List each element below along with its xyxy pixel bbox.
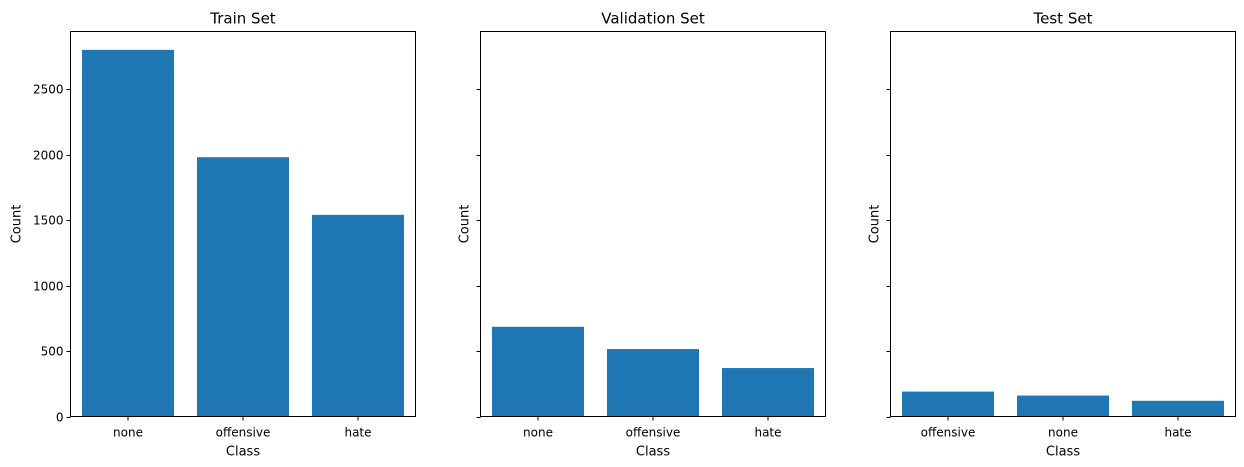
y-tick-label: 2000 [33, 149, 64, 163]
x-tick-label-hate: hate [344, 426, 371, 440]
chart-title: Test Set [1033, 10, 1093, 28]
y-tick-label: 500 [41, 345, 64, 359]
x-tick-label-offensive: offensive [921, 426, 976, 440]
y-axis-label: Count [868, 205, 883, 244]
bar-offensive [607, 349, 699, 417]
x-tick-label-none: none [1048, 426, 1078, 440]
bar-hate [722, 368, 814, 417]
y-axis-label: Count [458, 205, 473, 244]
y-tick-label: 1000 [33, 280, 64, 294]
bar-offensive [902, 391, 994, 417]
x-axis-label: Class [1046, 445, 1080, 460]
x-tick-label-hate: hate [1164, 426, 1191, 440]
subplot-1: none offensive hate Validation Set Class Coun… [458, 10, 826, 460]
subplot-2: offensive none hate Test Set Class Count [868, 10, 1236, 460]
x-tick-label-offensive: offensive [626, 426, 681, 440]
y-axis-label: Count [10, 205, 25, 244]
chart-title: Validation Set [601, 10, 705, 28]
chart-title: Train Set [209, 10, 276, 28]
bar-hate [1132, 400, 1224, 417]
x-tick-label-hate: hate [754, 426, 781, 440]
bar-hate [312, 214, 404, 417]
bar-none [82, 49, 174, 417]
x-tick-label-none: none [523, 426, 553, 440]
x-tick-label-offensive: offensive [216, 426, 271, 440]
bar-none [492, 326, 584, 417]
x-axis-label: Class [226, 445, 260, 460]
x-tick-label-none: none [113, 426, 143, 440]
axes-frame [890, 31, 1236, 417]
subplot-0: 0 500 1000 1500 2000 2500 none offensive hate Tra… [10, 10, 416, 460]
x-axis-label: Class [636, 445, 670, 460]
y-tick-label: 2500 [33, 83, 64, 97]
y-tick-label: 0 [56, 411, 64, 425]
y-tick-label: 1500 [33, 214, 64, 228]
bar-none [1017, 395, 1109, 417]
bar-offensive [197, 157, 289, 417]
